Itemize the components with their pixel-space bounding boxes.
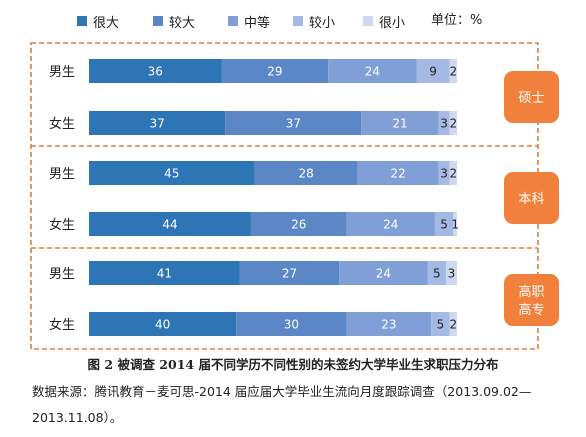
bar-segment xyxy=(89,261,240,285)
legend-label: 很大 xyxy=(93,15,120,31)
bar-segment xyxy=(427,261,446,285)
row-label: 男生 xyxy=(49,267,75,282)
row-label: 女生 xyxy=(49,217,75,233)
legend-swatch xyxy=(77,16,87,26)
data-label: 44 xyxy=(162,218,177,232)
bar-segment xyxy=(339,261,428,285)
bar-segment xyxy=(357,161,439,185)
bar-segment xyxy=(89,59,222,83)
legend-item: 较大 xyxy=(153,10,195,32)
bar-segment xyxy=(434,212,454,236)
group-badge xyxy=(504,172,559,224)
data-label: 36 xyxy=(148,65,163,79)
bar-segment xyxy=(449,161,457,185)
group-label: 高职 xyxy=(518,284,544,300)
legend-swatch xyxy=(228,16,238,26)
row-label: 女生 xyxy=(49,317,75,333)
legend-label: 较小 xyxy=(309,15,336,31)
bar-segment xyxy=(453,212,457,236)
row-label: 男生 xyxy=(49,167,75,182)
data-label: 3 xyxy=(448,267,456,281)
data-label: 40 xyxy=(155,318,170,332)
bar-segment xyxy=(254,161,358,185)
bar-segment xyxy=(346,212,435,236)
legend-swatch xyxy=(293,16,303,26)
legend: 很大 较大 中等 较小 很小 xyxy=(0,10,586,32)
bar-segment xyxy=(416,59,450,83)
data-label: 23 xyxy=(381,318,396,332)
bar-segment xyxy=(449,111,457,135)
bar-segment xyxy=(328,59,417,83)
data-label: 2 xyxy=(449,65,457,79)
group-badge xyxy=(504,274,559,326)
bar-segment xyxy=(449,59,457,83)
data-label: 21 xyxy=(392,117,407,131)
data-label: 3 xyxy=(440,167,448,181)
group-label: 高专 xyxy=(518,302,544,318)
data-label: 45 xyxy=(164,167,179,181)
data-source-note: 数据来源：腾讯教育－麦可思-2014 届应届大学毕业生流向月度跟踪调查（2013… xyxy=(32,384,532,425)
data-label: 1 xyxy=(451,218,459,232)
data-label: 5 xyxy=(433,267,441,281)
bar-segment xyxy=(221,59,329,83)
data-label: 2 xyxy=(449,318,457,332)
bar-segment xyxy=(449,312,457,336)
bar-segment xyxy=(346,312,432,336)
legend-item: 中等 xyxy=(228,10,270,32)
group-label: 硕士 xyxy=(518,91,544,106)
bar-segment xyxy=(239,261,340,285)
data-label: 37 xyxy=(286,117,301,131)
data-label: 2 xyxy=(449,117,457,131)
bar-segment xyxy=(89,161,255,185)
legend-label: 较大 xyxy=(169,15,196,31)
bar-segment xyxy=(445,261,457,285)
legend-item: 很大 xyxy=(77,10,119,32)
bar-segment xyxy=(225,111,362,135)
bar-segment xyxy=(438,111,450,135)
bar-segment xyxy=(89,212,251,236)
group-frame xyxy=(30,42,539,350)
data-label: 24 xyxy=(365,65,380,79)
data-label: 26 xyxy=(291,218,306,232)
bar-segment xyxy=(250,212,347,236)
group-label: 本科 xyxy=(518,192,544,207)
row-label: 男生 xyxy=(49,65,75,80)
row-label: 女生 xyxy=(49,116,75,132)
data-label: 24 xyxy=(376,267,391,281)
data-label: 30 xyxy=(284,318,299,332)
data-label: 9 xyxy=(429,65,437,79)
figure-caption: 图 2 被调查 2014 届不同学历不同性别的未签约大学毕业生求职压力分布 xyxy=(87,357,499,372)
data-label: 22 xyxy=(390,167,405,181)
unit-label: 单位：% xyxy=(431,13,483,28)
legend-label: 中等 xyxy=(244,15,271,31)
group-badge xyxy=(504,71,559,123)
data-label: 29 xyxy=(267,65,282,79)
data-label: 5 xyxy=(440,218,448,232)
data-label: 24 xyxy=(383,218,398,232)
bar-segment xyxy=(89,312,237,336)
data-label: 5 xyxy=(437,318,445,332)
data-label: 37 xyxy=(149,117,164,131)
data-label: 28 xyxy=(298,167,313,181)
data-label: 41 xyxy=(157,267,172,281)
legend-swatch xyxy=(153,16,163,26)
legend-item: 很小 xyxy=(363,10,405,32)
bar-segment xyxy=(361,111,439,135)
legend-item: 较小 xyxy=(293,10,335,32)
data-label: 2 xyxy=(449,167,457,181)
data-label: 27 xyxy=(282,267,297,281)
bar-segment xyxy=(89,111,226,135)
bar-segment xyxy=(236,312,347,336)
legend-swatch xyxy=(363,16,373,26)
bar-segment xyxy=(431,312,450,336)
data-label: 3 xyxy=(440,117,448,131)
legend-label: 很小 xyxy=(379,15,406,31)
bar-segment xyxy=(438,161,450,185)
